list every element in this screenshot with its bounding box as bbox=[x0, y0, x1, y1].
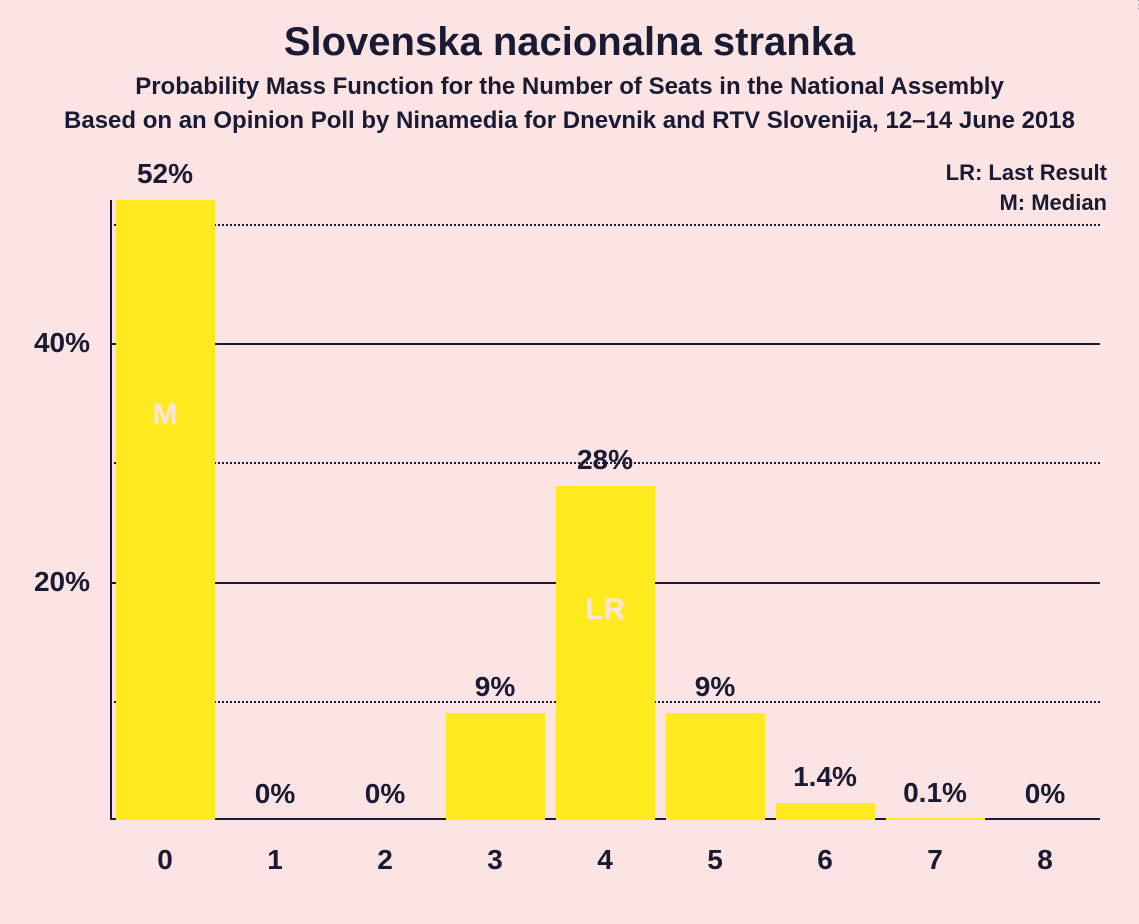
y-axis-labels: 20% 40% bbox=[20, 200, 100, 820]
bar-value-label: 0% bbox=[365, 778, 405, 810]
bar-value-label: 0.1% bbox=[903, 777, 967, 809]
y-axis-line bbox=[110, 200, 112, 820]
x-tick-label: 0 bbox=[157, 844, 173, 876]
y-tick-label: 20% bbox=[34, 566, 90, 598]
y-tick-label: 40% bbox=[34, 327, 90, 359]
bar-value-label: 9% bbox=[475, 671, 515, 703]
x-tick-label: 3 bbox=[487, 844, 503, 876]
bar-value-label: 0% bbox=[1025, 778, 1065, 810]
bar-value-label: 0% bbox=[255, 778, 295, 810]
bar bbox=[446, 713, 545, 820]
bar-marker-label: LR bbox=[585, 593, 625, 627]
x-tick-label: 1 bbox=[267, 844, 283, 876]
chart-subtitle-2: Based on an Opinion Poll by Ninamedia fo… bbox=[0, 107, 1139, 135]
chart-container: Slovenska nacionalna stranka Probability… bbox=[0, 0, 1139, 924]
chart-plot-area: M52%0%0%9%LR28%9%1.4%0.1%0% bbox=[110, 200, 1100, 820]
x-tick-label: 5 bbox=[707, 844, 723, 876]
x-axis-labels: 0 1 2 3 4 5 6 7 8 bbox=[110, 844, 1100, 884]
gridline bbox=[110, 343, 1100, 345]
bar bbox=[666, 713, 765, 820]
bar bbox=[776, 803, 875, 820]
bar-value-label: 9% bbox=[695, 671, 735, 703]
chart-subtitle-1: Probability Mass Function for the Number… bbox=[0, 73, 1139, 101]
gridline-minor bbox=[110, 224, 1100, 226]
copyright-text: © 2018 Filip van Laenen bbox=[1135, 0, 1139, 10]
bar-marker-label: M bbox=[153, 398, 178, 432]
bar-value-label: 28% bbox=[577, 444, 633, 476]
bar: M bbox=[116, 200, 215, 820]
bar-value-label: 1.4% bbox=[793, 761, 857, 793]
legend-lr: LR: Last Result bbox=[946, 160, 1107, 186]
bar: LR bbox=[556, 486, 655, 820]
x-tick-label: 2 bbox=[377, 844, 393, 876]
chart-title: Slovenska nacionalna stranka bbox=[0, 20, 1139, 65]
x-tick-label: 8 bbox=[1037, 844, 1053, 876]
bar bbox=[886, 818, 985, 820]
bar-value-label: 52% bbox=[137, 158, 193, 190]
x-tick-label: 7 bbox=[927, 844, 943, 876]
x-tick-label: 4 bbox=[597, 844, 613, 876]
x-tick-label: 6 bbox=[817, 844, 833, 876]
